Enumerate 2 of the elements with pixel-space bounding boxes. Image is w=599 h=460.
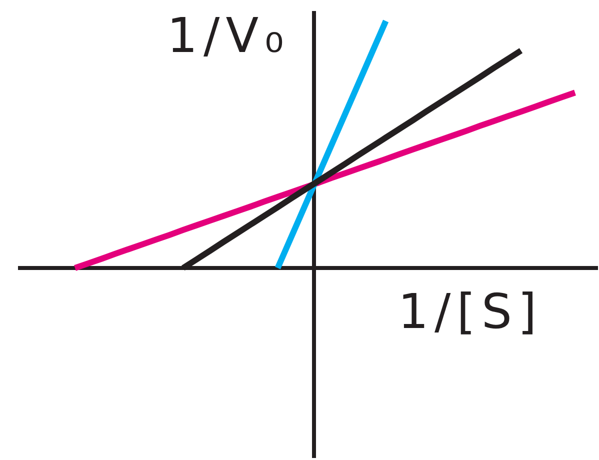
y-axis-title: 1/V₀ (167, 8, 290, 64)
x-axis-title: 1/[S] (398, 284, 543, 340)
